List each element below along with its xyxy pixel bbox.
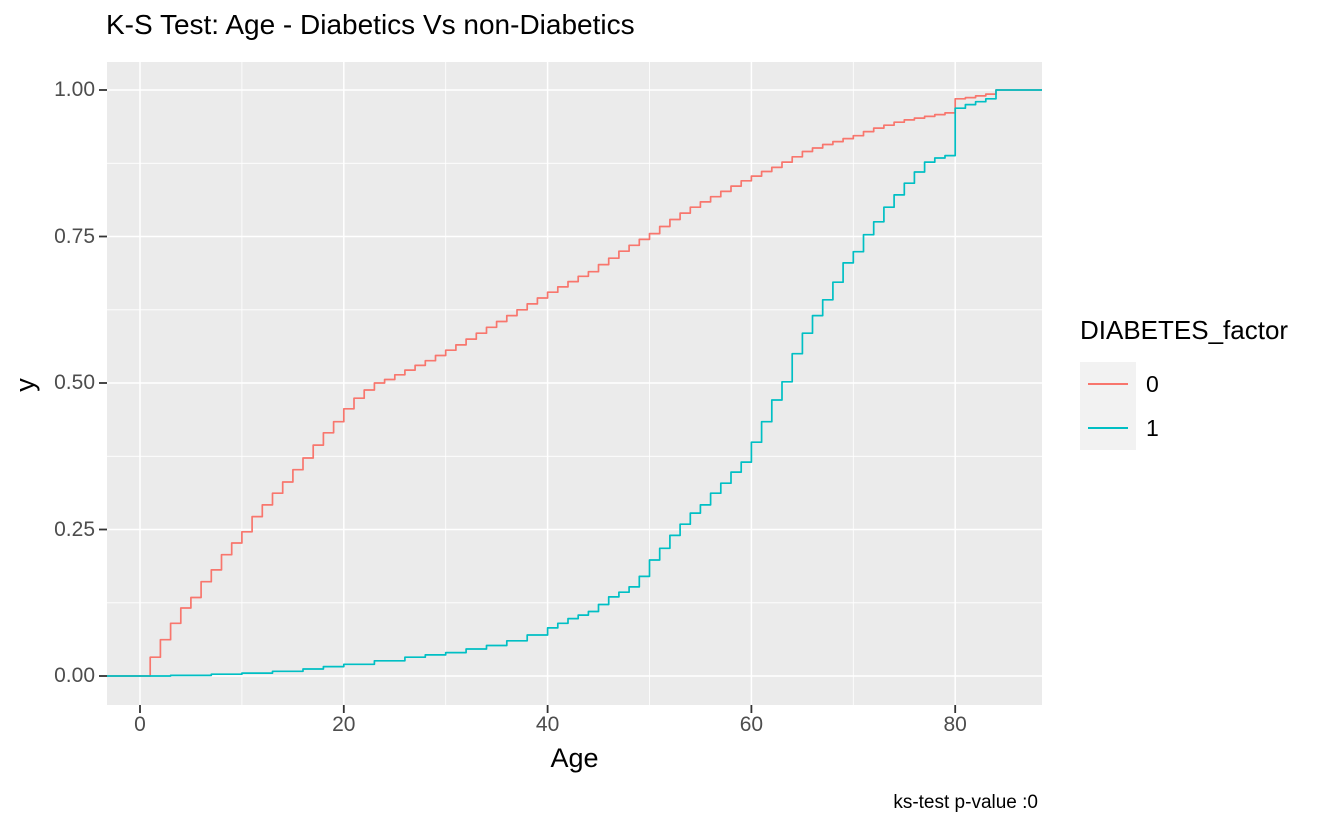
x-tick-label: 80 [943,713,967,736]
chart-title: K-S Test: Age - Diabetics Vs non-Diabeti… [106,9,635,40]
y-tick-label: 1.00 [54,78,95,101]
y-tick-label: 0.25 [54,517,95,541]
y-axis-title: y [10,378,40,392]
legend-key-swatch [1080,362,1136,406]
legend-entry-label: 0 [1146,370,1159,397]
legend-key-line-icon [1088,427,1128,429]
legend-key-swatch [1080,406,1136,450]
legend-entry-label: 1 [1146,414,1159,441]
x-tick-label: 40 [535,713,560,736]
x-tick-label: 60 [739,713,764,736]
legend-title: DIABETES_factor [1080,315,1289,345]
legend-key-line-icon [1088,383,1128,385]
ecdf-curve-0 [107,89,1042,677]
x-axis-title: Age [550,743,599,773]
y-tick-label: 0.75 [54,224,95,248]
x-tick-label: 20 [332,713,356,736]
x-tick-label: 0 [134,713,146,736]
ecdf-curve-1 [107,89,1042,677]
y-tick-label: 0.00 [54,664,95,687]
legend-entry-1: 1 [1080,406,1344,450]
y-tick-label: 0.50 [54,371,95,394]
legend-entry-0: 0 [1080,362,1344,406]
chart-caption: ks-test p-value :0 [893,792,1038,813]
